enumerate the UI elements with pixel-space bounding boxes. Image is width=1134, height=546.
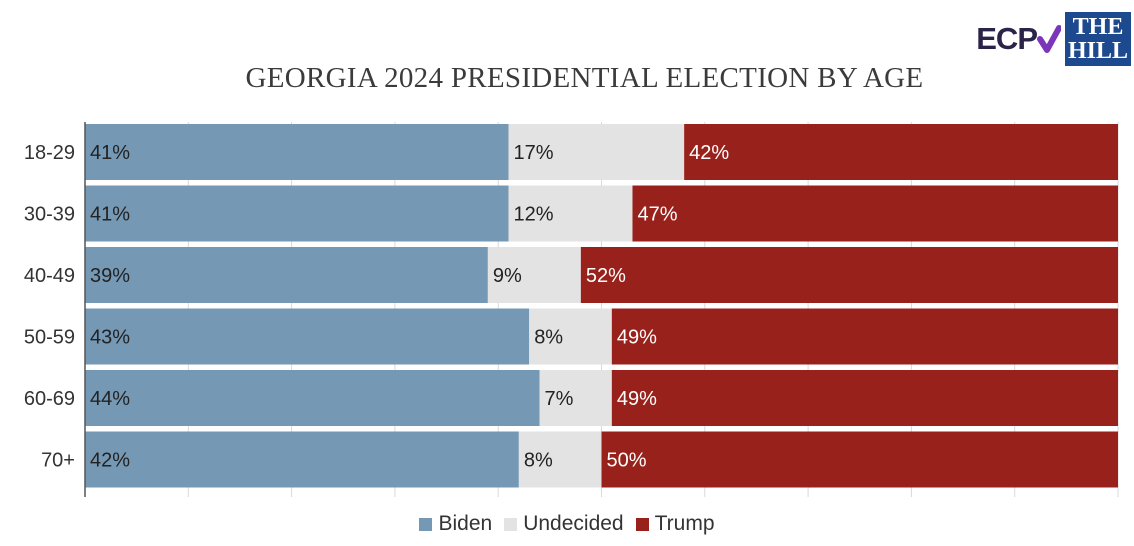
category-label: 30-39 xyxy=(24,204,75,226)
bar-undecided xyxy=(487,247,581,303)
chart-plot: 18-29 41% 17% 42% 30-39 41% 12% 47% 40-49 39% 9% 52… xyxy=(24,122,1119,497)
category-label: 60-69 xyxy=(24,388,75,410)
data-label-trump: 49% xyxy=(617,388,657,410)
legend-label: Trump xyxy=(654,512,715,535)
bar-trump xyxy=(601,431,1118,488)
data-label-biden: 44% xyxy=(90,388,130,410)
legend-swatch xyxy=(504,517,518,531)
legend-swatch xyxy=(635,517,649,531)
bar-undecided xyxy=(508,185,633,242)
bar-biden xyxy=(85,431,519,488)
bar-trump xyxy=(632,185,1118,242)
ecp-logo-text: ECP xyxy=(976,21,1038,56)
bar-biden xyxy=(85,124,509,180)
checkmark-icon xyxy=(1037,25,1061,53)
data-label-biden: 39% xyxy=(90,265,130,287)
category-label: 50-59 xyxy=(24,327,75,349)
bar-undecided xyxy=(539,370,612,426)
legend-label: Biden xyxy=(438,512,493,535)
data-label-undecided: 9% xyxy=(493,265,522,287)
bar-undecided xyxy=(508,124,685,180)
the-hill-logo: THE HILL xyxy=(1065,12,1131,66)
logos: ECP THE HILL xyxy=(976,12,1131,66)
legend-item-biden: Biden xyxy=(419,512,492,536)
bar-trump xyxy=(580,247,1118,303)
bar-trump xyxy=(611,308,1118,365)
legend: Biden Undecided Trump xyxy=(0,512,1134,537)
legend-swatch xyxy=(419,517,433,531)
category-label: 70+ xyxy=(41,450,75,472)
data-label-trump: 42% xyxy=(689,142,729,164)
bar-biden xyxy=(85,370,540,426)
data-label-undecided: 17% xyxy=(514,142,554,164)
ecp-logo: ECP xyxy=(976,21,1061,57)
data-label-biden: 41% xyxy=(90,142,130,164)
bar-trump xyxy=(611,370,1118,426)
bar-biden xyxy=(85,247,488,303)
bar-biden xyxy=(85,185,509,242)
category-label: 40-49 xyxy=(24,265,75,287)
legend-item-trump: Trump xyxy=(635,512,715,536)
hill-logo-line1: THE xyxy=(1072,14,1124,40)
data-label-biden: 42% xyxy=(90,450,130,472)
data-label-biden: 41% xyxy=(90,204,130,226)
data-label-trump: 49% xyxy=(617,327,657,349)
chart-title: GEORGIA 2024 PRESIDENTIAL ELECTION BY AG… xyxy=(245,62,924,94)
bar-undecided xyxy=(518,431,602,488)
bar-biden xyxy=(85,308,530,365)
data-label-trump: 47% xyxy=(637,204,677,226)
hill-logo-line2: HILL xyxy=(1067,38,1129,64)
bar-trump xyxy=(684,124,1118,180)
data-label-undecided: 8% xyxy=(534,327,563,349)
data-label-undecided: 7% xyxy=(545,388,574,410)
bar-undecided xyxy=(529,308,612,365)
data-label-biden: 43% xyxy=(90,327,130,349)
legend-item-undecided: Undecided xyxy=(504,512,624,536)
data-label-undecided: 8% xyxy=(524,450,553,472)
data-label-trump: 50% xyxy=(607,450,647,472)
data-label-trump: 52% xyxy=(586,265,626,287)
category-label: 18-29 xyxy=(24,142,75,164)
legend-label: Undecided xyxy=(523,512,624,535)
data-label-undecided: 12% xyxy=(514,204,554,226)
